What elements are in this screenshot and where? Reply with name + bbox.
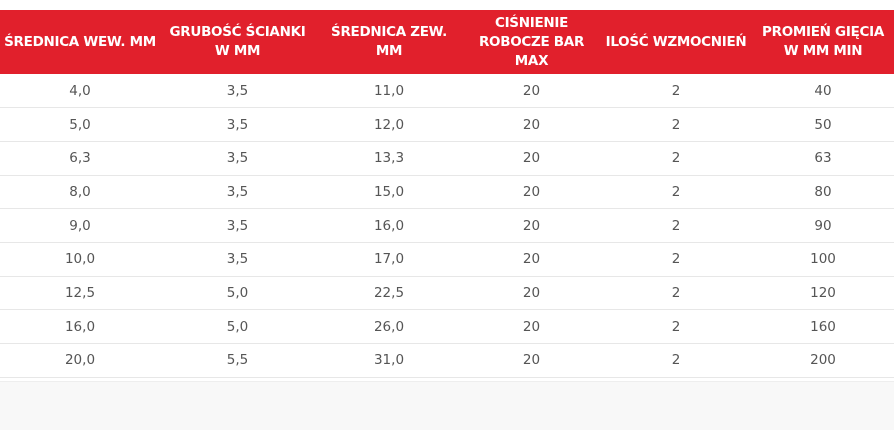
cell-wall-thickness: 5,0 xyxy=(160,276,315,311)
cell-outer-diameter: 26,0 xyxy=(315,309,463,344)
spec-table: ŚREDNICA WEW. MM GRUBOŚĆ ŚCIANKI W MM ŚR… xyxy=(0,10,894,378)
header-working-pressure: CIŚNIENIE ROBOCZE BAR MAX xyxy=(478,14,585,69)
cell-inner-diameter: 5,0 xyxy=(0,107,160,142)
cell-reinforcements: 2 xyxy=(600,208,752,243)
cell-working-pressure: 20 xyxy=(463,242,600,277)
table-row: 5,0 3,5 12,0 20 2 50 xyxy=(0,107,894,142)
table-header: ŚREDNICA WEW. MM GRUBOŚĆ ŚCIANKI W MM ŚR… xyxy=(0,10,894,74)
table-row: 6,3 3,5 13,3 20 2 63 xyxy=(0,141,894,176)
cell-reinforcements: 2 xyxy=(600,74,752,109)
cell-wall-thickness: 3,5 xyxy=(160,208,315,243)
table-row: 12,5 5,0 22,5 20 2 120 xyxy=(0,276,894,311)
cell-reinforcements: 2 xyxy=(600,141,752,176)
cell-bend-radius: 200 xyxy=(752,343,894,378)
cell-inner-diameter: 4,0 xyxy=(0,74,160,109)
header-outer-diameter: ŚREDNICA ZEW. MM xyxy=(331,24,447,59)
table-row: 20,0 5,5 31,0 20 2 200 xyxy=(0,343,894,378)
cell-wall-thickness: 5,0 xyxy=(160,309,315,344)
cell-bend-radius: 100 xyxy=(752,242,894,277)
cell-inner-diameter: 12,5 xyxy=(0,276,160,311)
cell-wall-thickness: 5,5 xyxy=(160,343,315,378)
cell-inner-diameter: 20,0 xyxy=(0,343,160,378)
cell-reinforcements: 2 xyxy=(600,276,752,311)
header-wall-thickness: GRUBOŚĆ ŚCIANKI W MM xyxy=(169,24,306,59)
cell-bend-radius: 160 xyxy=(752,309,894,344)
cell-inner-diameter: 9,0 xyxy=(0,208,160,243)
cell-wall-thickness: 3,5 xyxy=(160,107,315,142)
cell-inner-diameter: 8,0 xyxy=(0,175,160,210)
cell-reinforcements: 2 xyxy=(600,107,752,142)
cell-outer-diameter: 15,0 xyxy=(315,175,463,210)
table-row: 10,0 3,5 17,0 20 2 100 xyxy=(0,242,894,277)
cell-outer-diameter: 16,0 xyxy=(315,208,463,243)
table-row: 9,0 3,5 16,0 20 2 90 xyxy=(0,208,894,243)
cell-bend-radius: 80 xyxy=(752,175,894,210)
cell-bend-radius: 40 xyxy=(752,74,894,109)
cell-working-pressure: 20 xyxy=(463,141,600,176)
cell-outer-diameter: 13,3 xyxy=(315,141,463,176)
cell-reinforcements: 2 xyxy=(600,343,752,378)
header-inner-diameter: ŚREDNICA WEW. MM xyxy=(4,33,156,50)
header-reinforcements: ILOŚĆ WZMOCNIEŃ xyxy=(605,33,747,50)
table-row: 4,0 3,5 11,0 20 2 40 xyxy=(0,74,894,109)
cell-working-pressure: 20 xyxy=(463,343,600,378)
cell-bend-radius: 120 xyxy=(752,276,894,311)
cell-outer-diameter: 31,0 xyxy=(315,343,463,378)
cell-inner-diameter: 16,0 xyxy=(0,309,160,344)
cell-working-pressure: 20 xyxy=(463,208,600,243)
cell-working-pressure: 20 xyxy=(463,74,600,109)
cell-wall-thickness: 3,5 xyxy=(160,141,315,176)
cell-inner-diameter: 6,3 xyxy=(0,141,160,176)
cell-wall-thickness: 3,5 xyxy=(160,242,315,277)
cell-reinforcements: 2 xyxy=(600,175,752,210)
cell-working-pressure: 20 xyxy=(463,107,600,142)
cell-wall-thickness: 3,5 xyxy=(160,74,315,109)
cell-working-pressure: 20 xyxy=(463,309,600,344)
cell-working-pressure: 20 xyxy=(463,175,600,210)
cell-wall-thickness: 3,5 xyxy=(160,175,315,210)
cell-bend-radius: 50 xyxy=(752,107,894,142)
cell-outer-diameter: 17,0 xyxy=(315,242,463,277)
table-row: 8,0 3,5 15,0 20 2 80 xyxy=(0,175,894,210)
footer-band xyxy=(0,381,894,430)
cell-reinforcements: 2 xyxy=(600,309,752,344)
table-row: 16,0 5,0 26,0 20 2 160 xyxy=(0,309,894,344)
cell-bend-radius: 90 xyxy=(752,208,894,243)
table-body: 4,0 3,5 11,0 20 2 40 5,0 3,5 12,0 20 2 50 6,3 3,5 13,3… xyxy=(0,74,894,378)
cell-outer-diameter: 12,0 xyxy=(315,107,463,142)
header-bend-radius: PROMIEŃ GIĘCIA W MM MIN xyxy=(762,24,884,59)
cell-reinforcements: 2 xyxy=(600,242,752,277)
cell-inner-diameter: 10,0 xyxy=(0,242,160,277)
cell-bend-radius: 63 xyxy=(752,141,894,176)
cell-outer-diameter: 11,0 xyxy=(315,74,463,109)
cell-outer-diameter: 22,5 xyxy=(315,276,463,311)
cell-working-pressure: 20 xyxy=(463,276,600,311)
header-row: ŚREDNICA WEW. MM GRUBOŚĆ ŚCIANKI W MM ŚR… xyxy=(0,10,894,74)
